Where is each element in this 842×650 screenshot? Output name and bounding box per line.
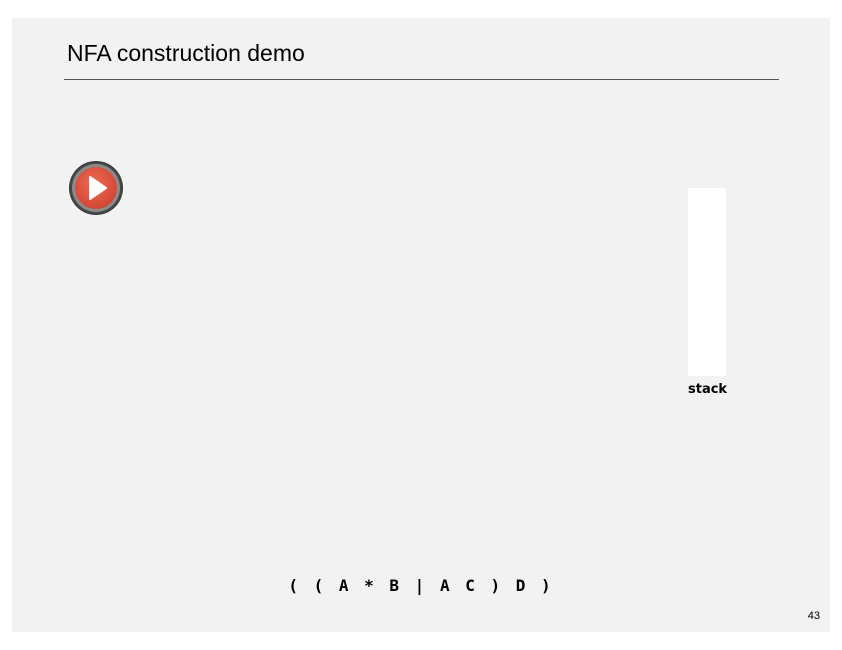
play-icon[interactable] — [68, 160, 124, 216]
slide-title: NFA construction demo — [67, 40, 305, 66]
play-button[interactable] — [68, 160, 124, 216]
slide: NFA construction demo stack ( ( A * B | … — [12, 18, 830, 632]
page-number: 43 — [807, 610, 820, 622]
regular-expression: ( ( A * B | A C ) D ) — [288, 576, 554, 595]
title-divider — [64, 79, 779, 80]
stack-label: stack — [688, 382, 728, 397]
stack-box — [688, 188, 726, 376]
